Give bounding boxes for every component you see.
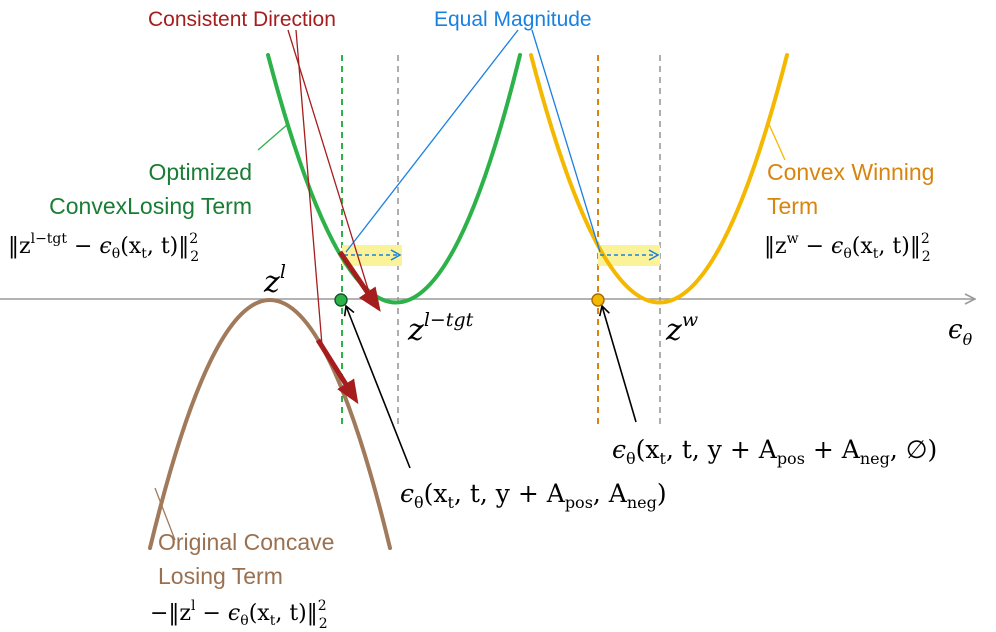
optimized-label-line2: ConvexLosing Term [49, 193, 252, 219]
z-w-label: zw [665, 309, 698, 348]
direction-arrow-concave [315, 338, 359, 405]
concave-formula: −‖zl − ϵθ(xt, t)‖2 2 [150, 598, 328, 632]
concave-label-line2: Losing Term [158, 563, 283, 589]
consistent-direction-leader-2 [295, 29, 323, 346]
orange-point [591, 293, 605, 307]
pointer-orange-point [598, 304, 637, 423]
pointer-green-point [343, 304, 411, 469]
equal-magnitude-label: Equal Magnitude [434, 8, 592, 31]
direction-arrow-convex [337, 250, 381, 312]
concave-label-line1: Original Concave [158, 529, 334, 555]
equal-magnitude-leader-2 [531, 29, 601, 253]
brown-label-leader [154, 487, 176, 541]
convex-winning-curve [529, 53, 789, 305]
green-point-callout: ϵθ(xt, t, y + Apos, Aneg) [400, 479, 667, 512]
axis-label: ϵθ [948, 315, 973, 349]
winning-label-line2: Term [767, 193, 818, 219]
orange-label-leader [767, 121, 786, 161]
green-label-leader [257, 123, 289, 151]
green-point [334, 293, 348, 307]
concave-losing-curve [148, 298, 392, 550]
consistent-direction-label: Consistent Direction [148, 8, 336, 31]
consistent-direction-leader-1 [287, 29, 373, 303]
orange-point-callout: ϵθ(xt, t, y + Apos + Aneg, ∅) [612, 435, 937, 468]
optimized-formula: ‖zl−tgt − ϵθ(xt, t)‖2 2 [8, 231, 199, 265]
z-l-label: zl [263, 261, 286, 300]
winning-label-line1: Convex Winning [767, 159, 934, 185]
optimized-label-line1: Optimized [148, 159, 252, 185]
equal-magnitude-leader-1 [345, 29, 519, 253]
convex-losing-curve [266, 53, 522, 305]
z-l-tgt-label: zl−tgt [407, 309, 474, 348]
winning-formula: ‖zw − ϵθ(xt, t)‖2 2 [764, 231, 931, 265]
